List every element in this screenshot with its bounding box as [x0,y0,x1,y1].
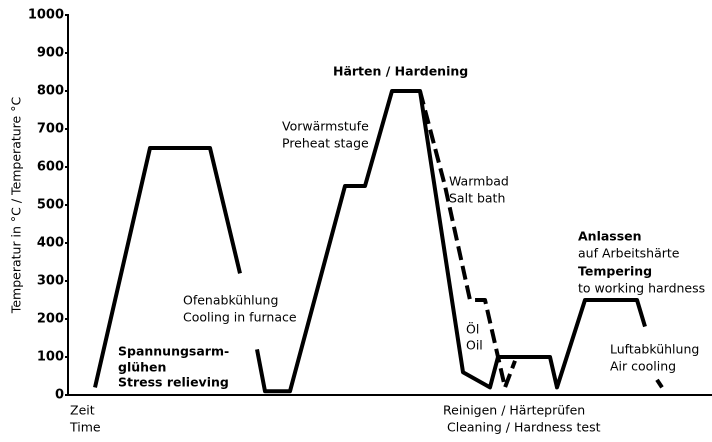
heat-curve [255,89,647,394]
y-tick-label: 1000 [28,8,64,23]
y-tick-label: 200 [37,312,64,327]
heat-curve [655,378,664,389]
y-tick-label: 400 [37,236,64,251]
annotation: Warmbad [449,174,509,189]
y-tick-label: 800 [37,84,64,99]
annotation: Ofenabkühlung [183,293,278,308]
annotation: Oil [466,338,483,353]
annotation: Luftabkühlung [610,342,699,357]
y-tick-label: 700 [37,122,64,137]
y-tick-label: 600 [37,160,64,175]
annotation: glühen [118,360,166,375]
heat-curve [93,146,242,388]
annotation: Salt bath [449,191,505,206]
annotation: to working hardness [578,281,705,296]
y-tick-label: 900 [37,46,64,61]
annotation: Cooling in furnace [183,310,297,325]
heat-curve [418,90,517,390]
annotation: Reinigen / Härteprüfen [443,403,585,418]
annotation: Anlassen [578,229,642,244]
y-axis-label: Temperatur in °C / Temperature °C [9,97,24,315]
annotation: Spannungsarm- [118,344,229,359]
y-tick-label: 100 [37,350,64,365]
annotation: Zeit [70,403,95,418]
annotation: Air cooling [610,359,676,374]
y-tick-label: 500 [37,198,64,213]
y-tick-label: 0 [55,388,64,403]
annotation: Stress relieving [118,375,229,390]
annotation: Öl [466,321,479,337]
annotation: Tempering [578,264,652,279]
annotation: Vorwärmstufe [282,119,369,134]
annotation: Preheat stage [282,136,369,151]
annotation: Härten / Hardening [333,64,468,79]
annotation: auf Arbeitshärte [578,246,680,261]
y-tick-label: 300 [37,274,64,289]
annotation: Cleaning / Hardness test [447,420,601,435]
annotation: Time [69,420,101,435]
